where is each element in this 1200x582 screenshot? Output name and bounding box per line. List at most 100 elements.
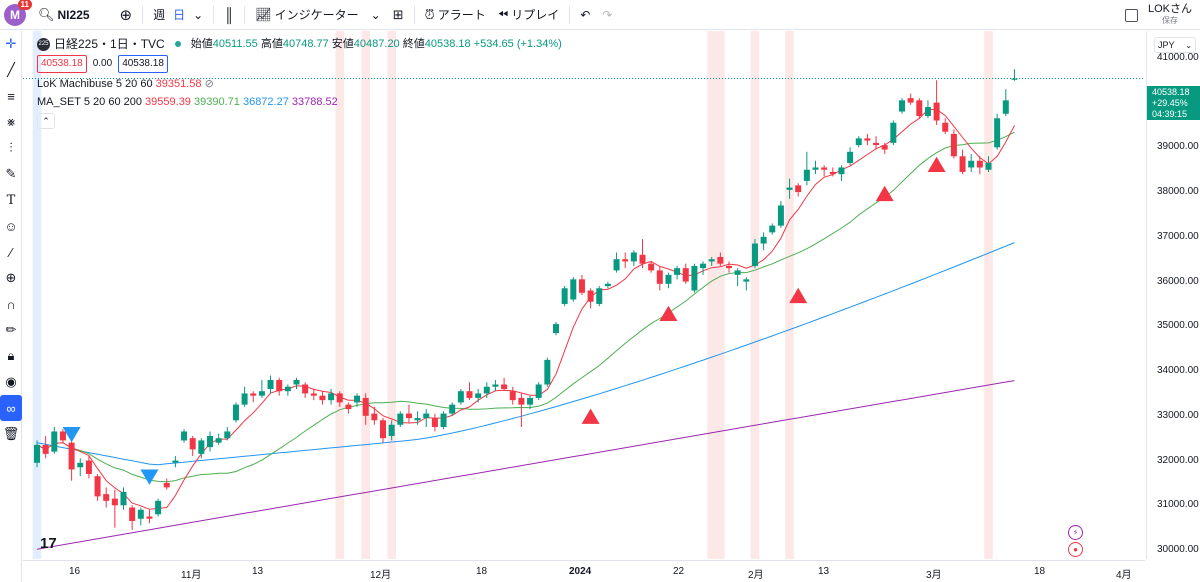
candle-body[interactable] bbox=[726, 265, 732, 269]
buy-signal-triangle[interactable] bbox=[659, 305, 678, 322]
candle-body[interactable] bbox=[821, 167, 828, 170]
time-axis[interactable]: 16 11月 13 12月 18 2024 22 2月 13 3月 18 4月 bbox=[23, 560, 1145, 582]
candle-body[interactable] bbox=[362, 397, 369, 416]
candle-body[interactable] bbox=[509, 391, 516, 401]
candle-body[interactable] bbox=[120, 491, 127, 506]
candle-body[interactable] bbox=[743, 279, 750, 282]
candle-body[interactable] bbox=[924, 107, 931, 117]
candle-body[interactable] bbox=[994, 118, 1001, 148]
candle-body[interactable] bbox=[457, 391, 464, 403]
candle-body[interactable] bbox=[328, 393, 335, 401]
candle-body[interactable] bbox=[544, 359, 551, 385]
ruler-icon[interactable]: ∕ bbox=[9, 244, 13, 260]
user-avatar[interactable]: M 11 bbox=[4, 0, 32, 26]
candle-body[interactable] bbox=[111, 498, 118, 506]
candle-body[interactable] bbox=[700, 263, 707, 269]
candle-body[interactable] bbox=[942, 122, 949, 132]
layout-checkbox[interactable] bbox=[1124, 8, 1138, 22]
redo-button[interactable]: ↷ bbox=[596, 0, 618, 30]
zoom-in-icon[interactable]: ⊕ bbox=[5, 270, 17, 285]
lock-icon[interactable]: 🔒︎ bbox=[7, 348, 15, 363]
currency-select[interactable]: JPY ⌄ bbox=[1154, 37, 1196, 53]
buy-signal-triangle[interactable] bbox=[581, 408, 600, 424]
buy-signal-triangle[interactable] bbox=[927, 156, 946, 172]
candle-body[interactable] bbox=[302, 384, 309, 394]
chart-type-button[interactable]: ║ bbox=[218, 0, 240, 30]
candle-body[interactable] bbox=[873, 142, 880, 146]
candle-body[interactable] bbox=[224, 431, 231, 439]
candle-body[interactable] bbox=[570, 279, 577, 300]
magnet-icon[interactable]: ∩ bbox=[6, 296, 16, 312]
candle-body[interactable] bbox=[250, 393, 257, 396]
candle-body[interactable] bbox=[207, 435, 213, 448]
price-chart[interactable] bbox=[23, 31, 1145, 559]
candle-body[interactable] bbox=[258, 391, 265, 396]
candle-body[interactable] bbox=[613, 259, 620, 271]
candle-body[interactable] bbox=[397, 413, 404, 425]
candle-body[interactable] bbox=[34, 444, 40, 463]
sell-signal-triangle[interactable] bbox=[140, 469, 159, 485]
candle-body[interactable] bbox=[483, 386, 490, 394]
undo-button[interactable]: ↶ bbox=[574, 0, 596, 30]
legend-title[interactable]: 日経225・1日・TVC bbox=[54, 37, 165, 51]
candle-body[interactable] bbox=[414, 418, 421, 421]
candle-body[interactable] bbox=[198, 440, 205, 454]
candle-body[interactable] bbox=[163, 482, 170, 488]
candle-body[interactable] bbox=[933, 102, 940, 121]
trend-line-icon[interactable]: ╱ bbox=[7, 62, 15, 77]
candle-body[interactable] bbox=[423, 413, 430, 419]
interval-dropdown-button[interactable]: ⌄ bbox=[187, 0, 209, 30]
price-axis[interactable]: JPY⌄ 41000.0040000.0039000.0038000.00370… bbox=[1146, 31, 1200, 559]
candle-body[interactable] bbox=[803, 169, 810, 181]
candle-body[interactable] bbox=[985, 163, 992, 170]
buy-signal-triangle[interactable] bbox=[789, 287, 808, 304]
candle-body[interactable] bbox=[838, 167, 845, 175]
candle-body[interactable] bbox=[639, 254, 646, 264]
indicators-button[interactable]: 📈︎ インジケーター bbox=[249, 0, 365, 30]
buy-signal-triangle[interactable] bbox=[875, 185, 894, 202]
candle-body[interactable] bbox=[916, 100, 923, 117]
candle-body[interactable] bbox=[380, 420, 386, 439]
symbol-search-button[interactable]: 🔍︎ NI225 bbox=[32, 0, 96, 30]
candle-body[interactable] bbox=[769, 225, 776, 233]
buy-price-pill[interactable]: 40538.18 bbox=[118, 55, 168, 73]
candle-body[interactable] bbox=[812, 167, 819, 170]
candle-body[interactable] bbox=[527, 397, 534, 405]
interval-week-button[interactable]: 週 bbox=[153, 8, 166, 22]
candle-body[interactable] bbox=[241, 393, 248, 405]
candle-body[interactable] bbox=[336, 393, 343, 403]
candle-body[interactable] bbox=[864, 138, 871, 141]
settings-icon[interactable]: ⊘ bbox=[204, 78, 214, 90]
candle-body[interactable] bbox=[59, 431, 66, 441]
candle-body[interactable] bbox=[431, 418, 438, 427]
fib-lines-icon[interactable]: ≡ bbox=[7, 88, 15, 104]
candle-body[interactable] bbox=[215, 438, 222, 443]
candle-body[interactable] bbox=[492, 384, 499, 387]
record-icon[interactable]: ● bbox=[1068, 542, 1083, 557]
sell-price-pill[interactable]: 40538.18 bbox=[37, 55, 87, 73]
candle-body[interactable] bbox=[829, 171, 836, 175]
candle-body[interactable] bbox=[354, 395, 361, 403]
candle-body[interactable] bbox=[181, 431, 188, 441]
trash-icon[interactable]: 🗑︎ bbox=[2, 426, 20, 441]
candle-body[interactable] bbox=[501, 384, 508, 389]
candle-body[interactable] bbox=[51, 431, 58, 452]
layout-grid-button[interactable]: ⊞ bbox=[387, 0, 410, 30]
candle-body[interactable] bbox=[622, 259, 629, 262]
candle-body[interactable] bbox=[890, 122, 897, 143]
candle-body[interactable] bbox=[466, 391, 473, 398]
collapse-legend-button[interactable]: ⌃ bbox=[37, 113, 55, 129]
candle-body[interactable] bbox=[345, 404, 352, 410]
brush-icon[interactable]: ✎ bbox=[5, 166, 17, 181]
indicator1-name[interactable]: LoK Machibuse 5 20 60 bbox=[37, 78, 153, 90]
candle-body[interactable] bbox=[267, 380, 274, 389]
candle-body[interactable] bbox=[596, 288, 603, 304]
candle-body[interactable] bbox=[293, 380, 300, 385]
candle-body[interactable] bbox=[968, 160, 975, 168]
pattern-icon[interactable]: ⨳ bbox=[6, 114, 16, 129]
candle-body[interactable] bbox=[232, 404, 239, 421]
candle-body[interactable] bbox=[708, 259, 715, 262]
candle-body[interactable] bbox=[284, 386, 291, 392]
candle-body[interactable] bbox=[172, 460, 179, 463]
candle-body[interactable] bbox=[440, 413, 447, 427]
